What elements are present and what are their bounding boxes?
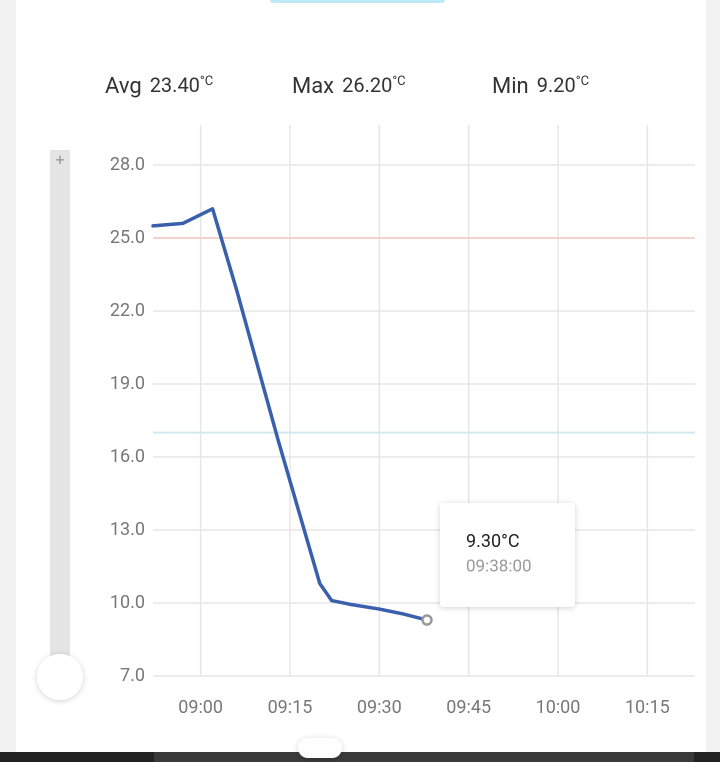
plot: Avg 23.40°C Max 26.20°C Min 9.20°C7.010.013.0…: [105, 73, 695, 718]
slider-knob[interactable]: [37, 654, 83, 700]
top-tab: [270, 0, 445, 3]
tooltip-value: 9.30°C: [466, 531, 520, 552]
x-tick-label: 10:00: [536, 697, 581, 718]
y-tick-label: 28.0: [110, 154, 145, 175]
end-point: [421, 614, 433, 626]
x-tick-label: 09:30: [357, 697, 402, 718]
y-tick-label: 19.0: [110, 373, 145, 394]
card: [16, 0, 706, 752]
tooltip: [440, 503, 575, 607]
stat-value: 9.20: [537, 73, 576, 97]
tooltip-time: 09:38:00: [466, 556, 532, 576]
stat: Min 9.20°C: [492, 73, 589, 99]
y-tick-label: 10.0: [110, 592, 145, 613]
x-tick-label: 09:45: [446, 697, 491, 718]
y-tick-label: 22.0: [110, 300, 145, 321]
stat: Avg 23.40°C: [105, 73, 213, 99]
line: [151, 207, 429, 622]
y-tick-label: 7.0: [120, 665, 145, 686]
scroll-handle[interactable]: [298, 738, 342, 758]
zoom-plus[interactable]: +: [55, 150, 64, 169]
stat-unit: °C: [576, 74, 589, 89]
stat-value: 23.40: [150, 73, 200, 97]
stat-unit: °C: [200, 74, 213, 89]
x-tick-label: 10:15: [625, 697, 670, 718]
x-tick-label: 09:15: [268, 697, 313, 718]
stat-label: Avg: [105, 74, 142, 99]
scroll-preview: [154, 752, 694, 762]
zoom-slider[interactable]: [50, 150, 70, 660]
y-tick-label: 25.0: [110, 227, 145, 248]
y-tick-label: 13.0: [110, 519, 145, 540]
stat-label: Min: [492, 74, 529, 99]
stat-label: Max: [292, 74, 334, 99]
stat-value: 26.20: [342, 73, 392, 97]
stat: Max 26.20°C: [292, 73, 406, 99]
x-tick-label: 09:00: [178, 697, 223, 718]
stat-unit: °C: [392, 74, 405, 89]
y-tick-label: 16.0: [110, 446, 145, 467]
